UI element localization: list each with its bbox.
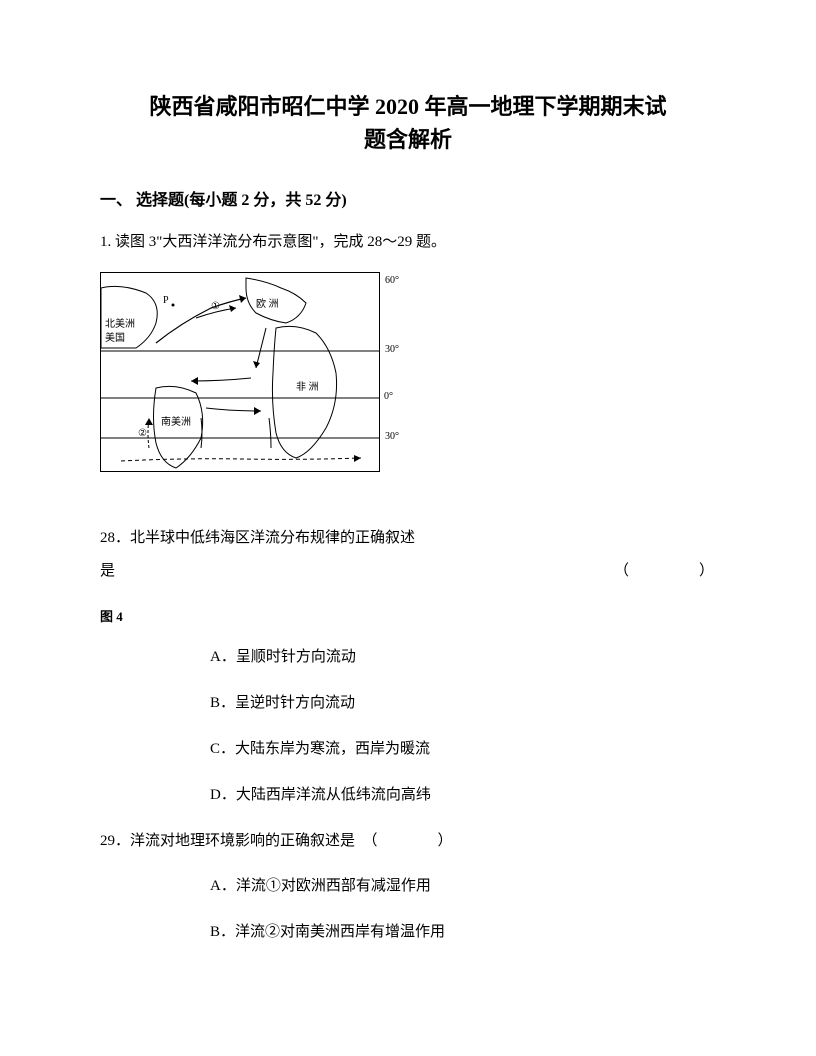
- label-current-2: ②: [138, 428, 147, 439]
- label-point-p: P: [163, 295, 169, 306]
- label-current-1: ①: [211, 301, 220, 312]
- q28-text2: 是: [100, 555, 115, 588]
- q28-option-c: C．大陆东岸为寒流，西岸为暖流: [210, 737, 716, 761]
- label-europe: 欧 洲: [256, 295, 279, 310]
- label-lat-60: 60°: [385, 275, 399, 286]
- section-header: 一、 选择题(每小题 2 分，共 52 分): [100, 186, 716, 210]
- question-29: 29．洋流对地理环境影响的正确叙述是 （ ）: [100, 829, 716, 850]
- q28-option-b: B．呈逆时针方向流动: [210, 691, 716, 715]
- label-lat-30s: 30°: [385, 431, 399, 442]
- q28-paren: （ ）: [614, 555, 716, 588]
- label-lat-0: 0°: [384, 391, 393, 402]
- q28-option-d: D．大陆西岸洋流从低纬流向高纬: [210, 783, 716, 807]
- label-africa: 非 洲: [296, 378, 319, 393]
- exam-title: 陕西省咸阳市昭仁中学 2020 年高一地理下学期期末试 题含解析: [100, 90, 716, 156]
- figure-4-label: 图 4: [100, 606, 716, 625]
- q29-options: A．洋流①对欧洲西部有减湿作用 B．洋流②对南美洲西岸有增温作用: [100, 874, 716, 944]
- q29-option-b: B．洋流②对南美洲西岸有增温作用: [210, 920, 716, 944]
- question-intro: 1. 读图 3"大西洋洋流分布示意图"，完成 28～29 题。: [100, 230, 716, 254]
- q28-options: A．呈顺时针方向流动 B．呈逆时针方向流动 C．大陆东岸为寒流，西岸为暖流 D．…: [100, 645, 716, 807]
- label-south-america: 南美洲: [161, 413, 191, 428]
- label-lat-30n: 30°: [385, 344, 399, 355]
- label-north-america: 北美洲: [105, 315, 135, 330]
- title-line-2: 题含解析: [364, 127, 452, 152]
- q29-option-a: A．洋流①对欧洲西部有减湿作用: [210, 874, 716, 898]
- q28-text: 28．北半球中低纬海区洋流分布规律的正确叙述: [100, 522, 716, 555]
- map-svg: [101, 273, 379, 471]
- q28-option-a: A．呈顺时针方向流动: [210, 645, 716, 669]
- title-line-1: 陕西省咸阳市昭仁中学 2020 年高一地理下学期期末试: [149, 94, 666, 119]
- label-usa: 美国: [105, 329, 125, 344]
- question-28: 28．北半球中低纬海区洋流分布规律的正确叙述 是 （ ）: [100, 522, 716, 588]
- atlantic-currents-map: 北美洲 美国 欧 洲 非 洲 南美洲 P ① ② 60° 30° 0° 30°: [100, 272, 380, 472]
